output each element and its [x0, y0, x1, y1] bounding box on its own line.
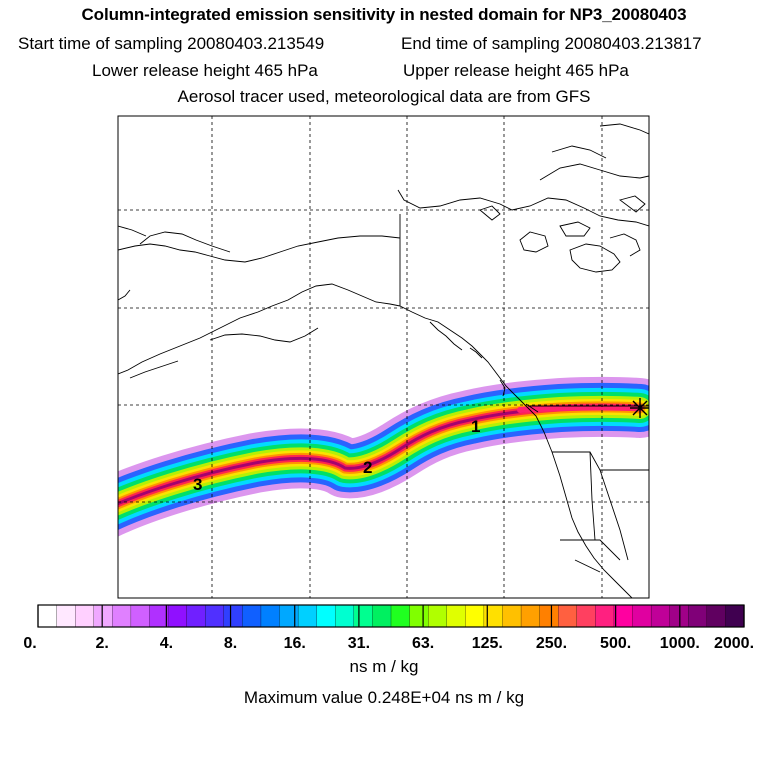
- upper-release-label: Upper release height 465 hPa: [403, 61, 629, 80]
- coastlines: [118, 123, 649, 598]
- colorbar-cell: [520, 604, 541, 628]
- colorbar-cell: [167, 604, 188, 628]
- colorbar-units: ns m / kg: [349, 657, 419, 676]
- colorbar-cell: [502, 604, 522, 628]
- colorbar-cell: [595, 604, 615, 628]
- colorbar-cell: [446, 604, 466, 628]
- colorbar-tick-label: 31.: [347, 635, 371, 652]
- colorbar-tick-label: 250.: [535, 635, 568, 652]
- colorbar-tick-label: 63.: [411, 635, 435, 652]
- plume-band: [517, 404, 643, 413]
- political-boundaries: [399, 214, 649, 573]
- colorbar-cell: [390, 604, 411, 628]
- colorbar-tick-label: 4.: [159, 635, 174, 652]
- colorbar-cell: [353, 604, 373, 628]
- colorbar-cell: [669, 604, 689, 628]
- colorbar-cell: [688, 604, 708, 628]
- colorbar-cell: [112, 604, 132, 628]
- colorbar-cell: [223, 604, 243, 628]
- emission-sensitivity-plume: [118, 376, 649, 537]
- colorbar-cell: [93, 604, 113, 628]
- day-label-3: 3: [193, 475, 202, 494]
- colorbar-tick-label: 2.: [95, 635, 109, 652]
- start-time-label: Start time of sampling 20080403.213549: [18, 34, 325, 53]
- colorbar-cell: [37, 604, 58, 628]
- colorbar-cell: [335, 604, 355, 628]
- colorbar-cell: [56, 604, 76, 628]
- colorbar-tick-label: 0.: [23, 635, 37, 652]
- colorbar-cell: [242, 604, 262, 628]
- colorbar-cell: [576, 604, 596, 628]
- maximum-value-label: Maximum value 0.248E+04 ns m / kg: [243, 688, 525, 707]
- graticule: [118, 116, 649, 598]
- colorbar-tick-label: 500.: [600, 635, 632, 652]
- colorbar-cell: [725, 604, 745, 628]
- star-marker: [630, 398, 649, 418]
- day-label-1: 1: [471, 417, 480, 436]
- map-frame: [117, 115, 650, 599]
- day-label-2: 2: [363, 458, 372, 477]
- colorbar-tick-label: 125.: [471, 635, 503, 652]
- colorbar-cell: [539, 604, 559, 628]
- colorbar-cell: [465, 604, 485, 628]
- colorbar-cell: [650, 604, 671, 628]
- colorbar-cell: [558, 604, 578, 628]
- colorbar-cell: [297, 604, 318, 628]
- colorbar-cell: [316, 604, 336, 628]
- colorbar-cell: [186, 604, 206, 628]
- colorbar-cell: [279, 604, 299, 628]
- lower-release-label: Lower release height 465 hPa: [92, 61, 318, 80]
- colorbar-cell: [260, 604, 281, 628]
- colorbar-cell: [130, 604, 151, 628]
- colorbar-tick-label: 1000.: [659, 635, 700, 652]
- colorbar-cell: [706, 604, 726, 628]
- colorbar-cell: [149, 604, 169, 628]
- map-title: Column-integrated emission sensitivity i…: [81, 5, 687, 24]
- colorbar-tick-label: 2000.: [713, 635, 755, 652]
- colorbar-tick-label: 16.: [283, 635, 306, 652]
- colorbar-tick-label: 8.: [223, 635, 238, 652]
- colorbar-cell: [372, 604, 392, 628]
- colorbar-cell: [428, 604, 448, 628]
- colorbar-cell: [409, 604, 429, 628]
- colorbar-cell: [205, 604, 225, 628]
- tracer-note: Aerosol tracer used, meteorological data…: [177, 87, 591, 106]
- end-time-label: End time of sampling 20080403.213817: [401, 34, 702, 53]
- colorbar-cell: [75, 604, 95, 628]
- colorbar-cell: [613, 604, 634, 628]
- colorbar-cell: [632, 604, 652, 628]
